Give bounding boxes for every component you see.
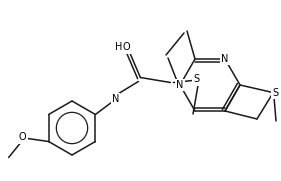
Text: H: H xyxy=(115,43,122,52)
Text: N: N xyxy=(176,80,184,90)
Text: O: O xyxy=(123,43,130,52)
Text: N: N xyxy=(112,94,119,104)
Text: O: O xyxy=(19,132,26,142)
Text: N: N xyxy=(221,54,229,64)
Text: S: S xyxy=(193,75,200,85)
Text: S: S xyxy=(272,88,278,98)
